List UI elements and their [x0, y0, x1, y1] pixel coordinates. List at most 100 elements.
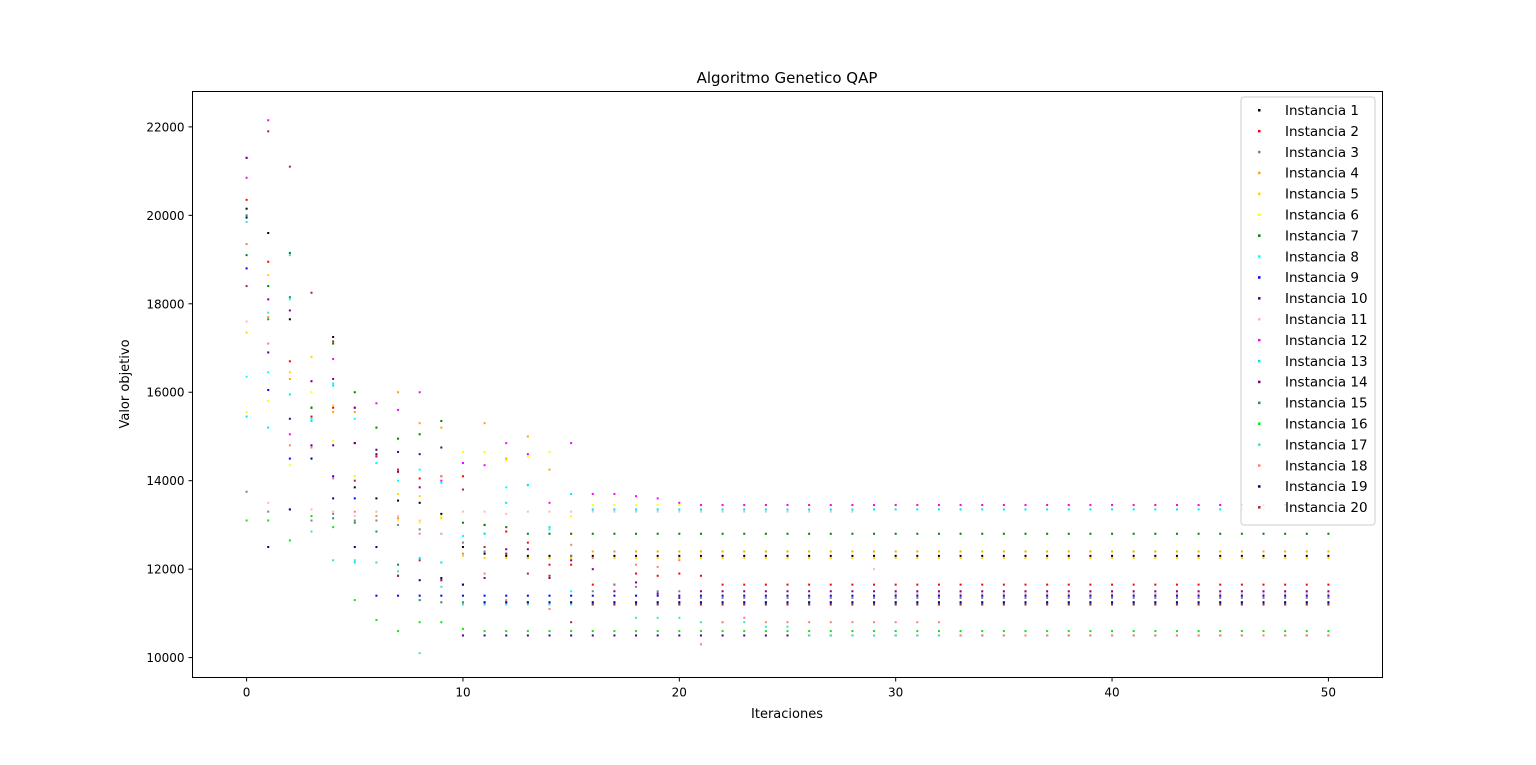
data-point	[353, 561, 356, 564]
data-point	[440, 481, 443, 484]
data-point	[635, 554, 638, 557]
data-point	[1327, 630, 1330, 633]
data-point	[1002, 590, 1005, 593]
data-point	[699, 510, 702, 513]
data-point	[829, 630, 832, 633]
legend-marker	[1258, 443, 1261, 446]
data-point	[1046, 590, 1049, 593]
data-point	[1197, 634, 1200, 637]
data-point	[829, 601, 832, 604]
series-instancia-1	[245, 207, 1330, 557]
data-point	[959, 504, 962, 507]
data-point	[1154, 596, 1157, 599]
data-point	[267, 371, 270, 374]
data-point	[894, 554, 897, 557]
data-point	[461, 594, 464, 597]
data-point	[353, 442, 356, 445]
data-point	[829, 554, 832, 557]
series-instancia-20	[245, 130, 1330, 624]
data-point	[873, 630, 876, 633]
data-point	[613, 590, 616, 593]
data-point	[483, 603, 486, 606]
data-point	[440, 579, 443, 582]
legend-marker	[1258, 192, 1261, 196]
legend-label: Instancia 4	[1285, 166, 1359, 182]
data-point	[548, 450, 551, 453]
data-point	[397, 519, 400, 522]
data-point	[1240, 603, 1243, 606]
data-point	[635, 557, 638, 560]
data-point	[959, 557, 962, 560]
data-point	[288, 464, 291, 467]
data-point	[743, 621, 746, 624]
data-point	[332, 517, 335, 520]
data-point	[461, 601, 464, 604]
data-point	[1154, 504, 1157, 507]
data-point	[1175, 550, 1178, 553]
data-point	[440, 446, 443, 449]
data-point	[764, 532, 767, 535]
data-point	[461, 541, 464, 544]
data-point	[894, 601, 897, 604]
data-point	[959, 554, 962, 557]
data-point	[1240, 592, 1243, 595]
data-point	[1197, 596, 1200, 599]
data-point	[786, 625, 789, 628]
data-point	[267, 130, 270, 133]
data-point	[981, 554, 984, 557]
data-point	[699, 634, 702, 637]
data-point	[851, 596, 854, 599]
data-point	[1197, 583, 1200, 586]
data-point	[267, 342, 270, 345]
data-point	[721, 601, 724, 604]
data-point	[353, 479, 356, 482]
data-point	[548, 554, 551, 557]
data-point	[440, 512, 443, 515]
data-point	[310, 515, 313, 518]
data-point	[1154, 634, 1157, 637]
data-point	[1089, 590, 1092, 593]
data-point	[397, 499, 400, 502]
data-point	[786, 504, 789, 507]
data-point	[873, 603, 876, 606]
x-tick-label: 40	[1104, 686, 1119, 700]
data-point	[267, 311, 270, 314]
data-point	[1175, 532, 1178, 535]
data-point	[1284, 583, 1287, 586]
legend-item: Instancia 15	[1258, 396, 1368, 412]
data-point	[483, 630, 486, 633]
data-point	[1002, 634, 1005, 637]
data-point	[743, 510, 746, 513]
data-point	[483, 576, 486, 579]
data-point	[786, 510, 789, 513]
data-point	[526, 594, 529, 597]
data-point	[440, 515, 443, 518]
data-point	[851, 583, 854, 586]
data-point	[1175, 583, 1178, 586]
data-point	[743, 634, 746, 637]
data-point	[873, 568, 876, 571]
legend-item: Instancia 14	[1258, 375, 1368, 391]
data-point	[786, 634, 789, 637]
data-point	[1175, 508, 1178, 511]
data-point	[1305, 583, 1308, 586]
data-point	[613, 601, 616, 604]
x-tick-label: 30	[888, 686, 903, 700]
legend-item: Instancia 8	[1258, 249, 1359, 265]
data-point	[1240, 594, 1243, 597]
legend-label: Instancia 6	[1285, 208, 1359, 224]
data-point	[418, 391, 421, 394]
data-point	[332, 439, 335, 442]
data-point	[699, 550, 702, 553]
data-point	[310, 391, 313, 394]
data-point	[1046, 557, 1049, 560]
data-point	[461, 552, 464, 555]
data-point	[245, 254, 248, 257]
legend-label: Instancia 12	[1285, 333, 1368, 349]
data-point	[721, 621, 724, 624]
data-point	[743, 583, 746, 586]
data-point	[591, 601, 594, 604]
legend-item: Instancia 18	[1258, 458, 1368, 474]
legend-label: Instancia 10	[1285, 291, 1368, 307]
data-point	[916, 594, 919, 597]
